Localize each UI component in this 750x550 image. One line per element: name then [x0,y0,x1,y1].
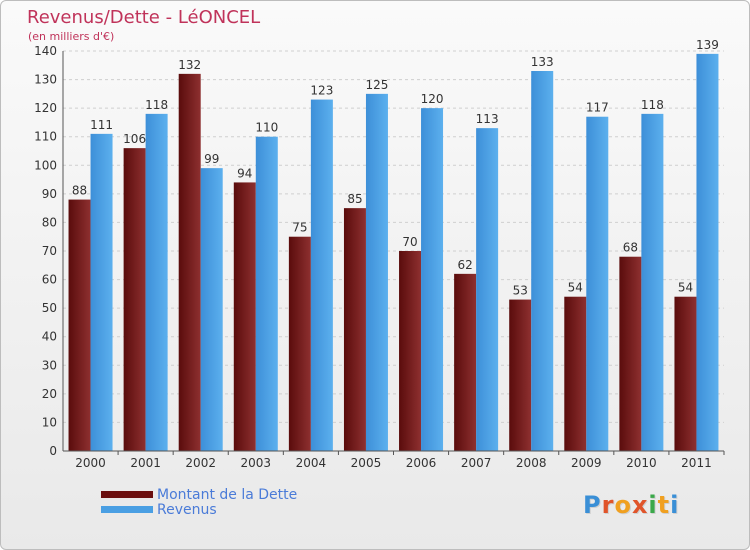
x-tick-label: 2008 [516,456,547,470]
bar-revenus [145,113,168,451]
y-tick-label: 110 [34,130,57,144]
x-tick-label: 2007 [461,456,492,470]
y-tick-label: 90 [42,187,57,201]
legend-label-debt: Montant de la Dette [157,486,298,503]
bar-debt [674,296,697,451]
data-label-revenus: 133 [531,55,554,69]
chart-subtitle: (en milliers d'€) [28,30,115,43]
proxiti-logo: Proxiti [583,491,679,519]
data-label-debt: 53 [513,284,528,298]
chart-title: Revenus/Dette - LéONCEL [27,7,261,28]
data-label-revenus: 110 [255,121,278,135]
x-tick-label: 2000 [75,456,106,470]
grid-lines [63,50,724,452]
bar-revenus [696,53,719,451]
y-tick-label: 100 [34,158,57,172]
data-label-debt: 94 [237,166,252,180]
data-label-revenus: 99 [204,152,219,166]
bar-revenus [641,113,664,451]
x-tick-label: 2011 [681,456,712,470]
x-tick-label: 2005 [351,456,382,470]
logo-letter: i [670,491,680,519]
legend-swatch-debt [101,491,153,498]
bar-debt [399,251,422,451]
y-tick-label: 120 [34,101,57,115]
bar-revenus [476,128,499,451]
bar-debt [233,182,256,451]
logo-letter: r [601,491,615,519]
bar-debt [178,73,201,451]
data-label-debt: 62 [457,258,472,272]
x-tick-label: 2009 [571,456,602,470]
logo-letter: o [614,491,632,519]
data-labels: 88 111 106 118 132 99 94 110 75 123 85 125 70 120 62 11… [72,38,719,298]
data-label-revenus: 118 [641,98,664,112]
legend-item-debt: Montant de la Dette [101,486,298,503]
data-label-debt: 70 [402,235,417,249]
bar-debt [509,299,532,451]
bar-debt [288,236,311,451]
axes: 0 10 20 30 40 50 60 70 80 90 100 110 120 130 140 2000 20… [34,44,725,470]
bar-revenus [586,116,609,451]
y-tick-label: 30 [42,358,57,372]
data-label-debt: 85 [347,192,362,206]
logo-letter: x [631,491,649,519]
data-label-debt: 54 [678,281,693,295]
bar-revenus [421,108,444,452]
data-label-revenus: 120 [421,92,444,106]
data-label-debt: 75 [292,221,307,235]
x-tick-label: 2001 [130,456,161,470]
y-tick-label: 130 [34,73,57,87]
x-tick-label: 2004 [296,456,327,470]
bar-debt [564,296,587,451]
logo-letter: P [583,491,602,519]
data-label-revenus: 123 [310,84,333,98]
legend-item-revenus: Revenus [101,501,297,518]
y-tick-label: 20 [42,387,57,401]
bar-revenus [365,93,388,451]
x-tick-label: 2006 [406,456,437,470]
y-tick-label: 140 [34,44,57,58]
legend: Montant de la Dette Revenus [101,486,298,518]
y-tick-label: 0 [49,444,57,458]
data-label-debt: 106 [123,132,146,146]
x-tick-label: 2002 [185,456,216,470]
bar-revenus [531,71,554,451]
data-label-debt: 68 [623,241,638,255]
y-tick-label: 60 [42,273,57,287]
y-tick-label: 70 [42,244,57,258]
bar-debt [68,199,91,451]
bar-debt [343,208,366,451]
x-tick-label: 2010 [626,456,657,470]
data-label-revenus: 125 [366,78,389,92]
bar-debt [123,148,146,451]
data-label-debt: 54 [568,281,583,295]
x-tick-label: 2003 [241,456,272,470]
legend-swatch-revenus [101,506,153,513]
data-label-debt: 88 [72,184,87,198]
data-label-revenus: 113 [476,112,499,126]
bar-revenus [310,99,333,452]
bar-debt [454,273,477,451]
bar-revenus [255,136,278,451]
data-label-revenus: 139 [696,38,719,52]
data-label-revenus: 118 [145,98,168,112]
bar-revenus [90,133,113,451]
y-tick-label: 50 [42,301,57,315]
logo-letter: i [648,491,658,519]
data-label-revenus: 117 [586,101,609,115]
y-tick-label: 10 [42,415,57,429]
bars [68,53,719,452]
bar-debt [619,256,642,451]
data-label-debt: 132 [178,58,201,72]
y-tick-label: 40 [42,330,57,344]
y-tick-label: 80 [42,215,57,229]
legend-label-revenus: Revenus [157,501,217,518]
logo-letter: t [657,491,671,519]
bar-revenus [200,168,223,451]
data-label-revenus: 111 [90,118,113,132]
